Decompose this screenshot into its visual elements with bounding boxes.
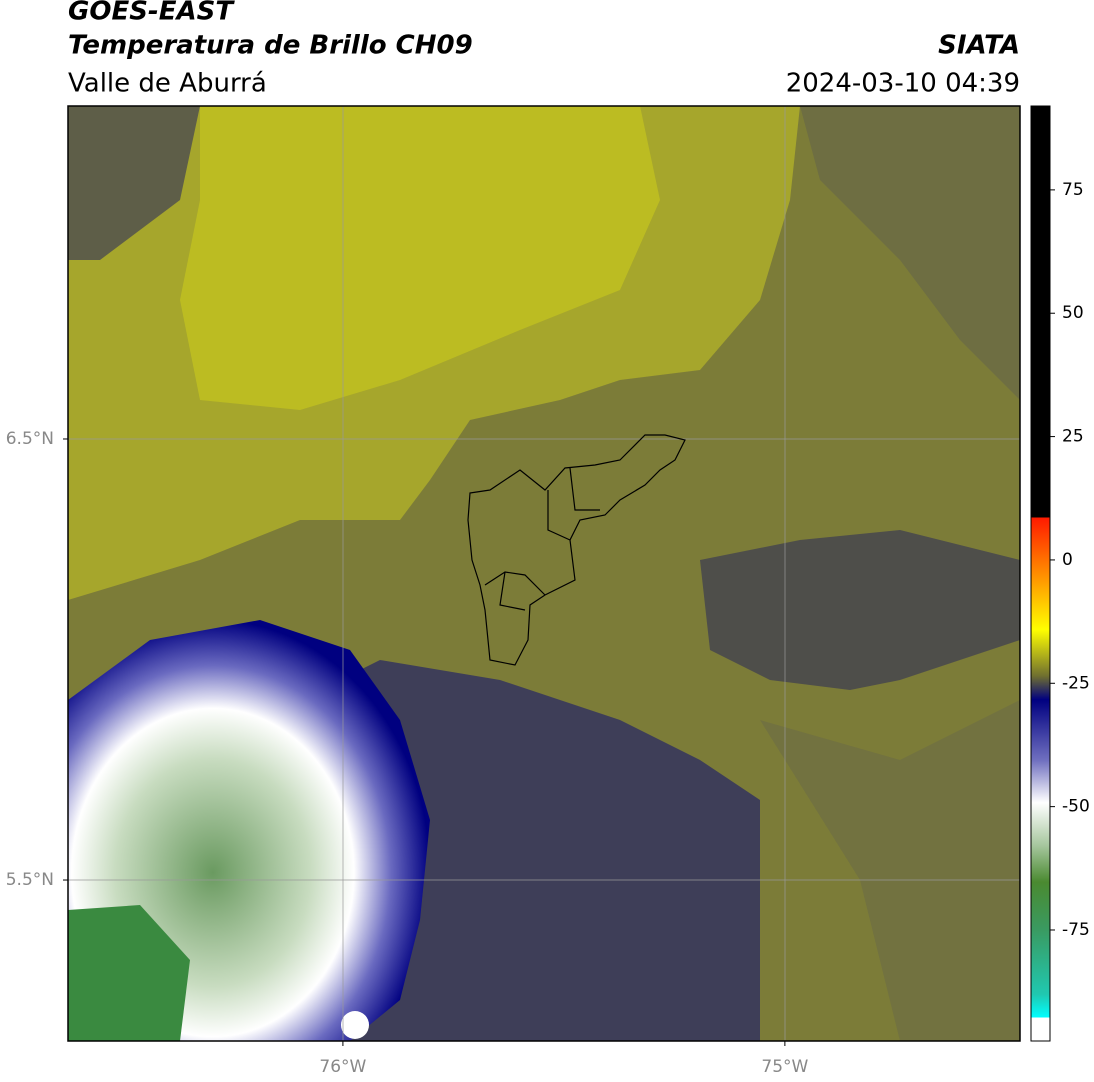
colorbar-tick-label: -25 — [1062, 673, 1090, 693]
lon-tick-label: 75°W — [761, 1057, 808, 1077]
colorbar — [1030, 105, 1051, 1042]
lon-tick-label: 76°W — [319, 1057, 366, 1077]
source: SIATA — [938, 31, 1020, 61]
datetime: 2024-03-10 04:39 — [786, 69, 1020, 99]
map-frame — [67, 105, 1021, 1042]
satellite-image — [68, 106, 1020, 1041]
colorbar-tick-label: 25 — [1062, 427, 1084, 447]
colorbar-tick-label: 50 — [1062, 303, 1084, 323]
lat-tick-label: 6.5°N — [6, 429, 54, 449]
colorbar-tick-label: -75 — [1062, 920, 1090, 940]
region: Valle de Aburrá — [68, 69, 267, 99]
colorbar-tick-label: 0 — [1062, 550, 1073, 570]
title: GOES-EAST — [68, 0, 235, 27]
colorbar-tick-label: -50 — [1062, 797, 1090, 817]
lat-tick-label: 5.5°N — [6, 870, 54, 890]
valley-outline — [467, 434, 686, 666]
colorbar-tick-label: 75 — [1062, 180, 1084, 200]
subtitle: Temperatura de Brillo CH09 — [68, 31, 473, 61]
